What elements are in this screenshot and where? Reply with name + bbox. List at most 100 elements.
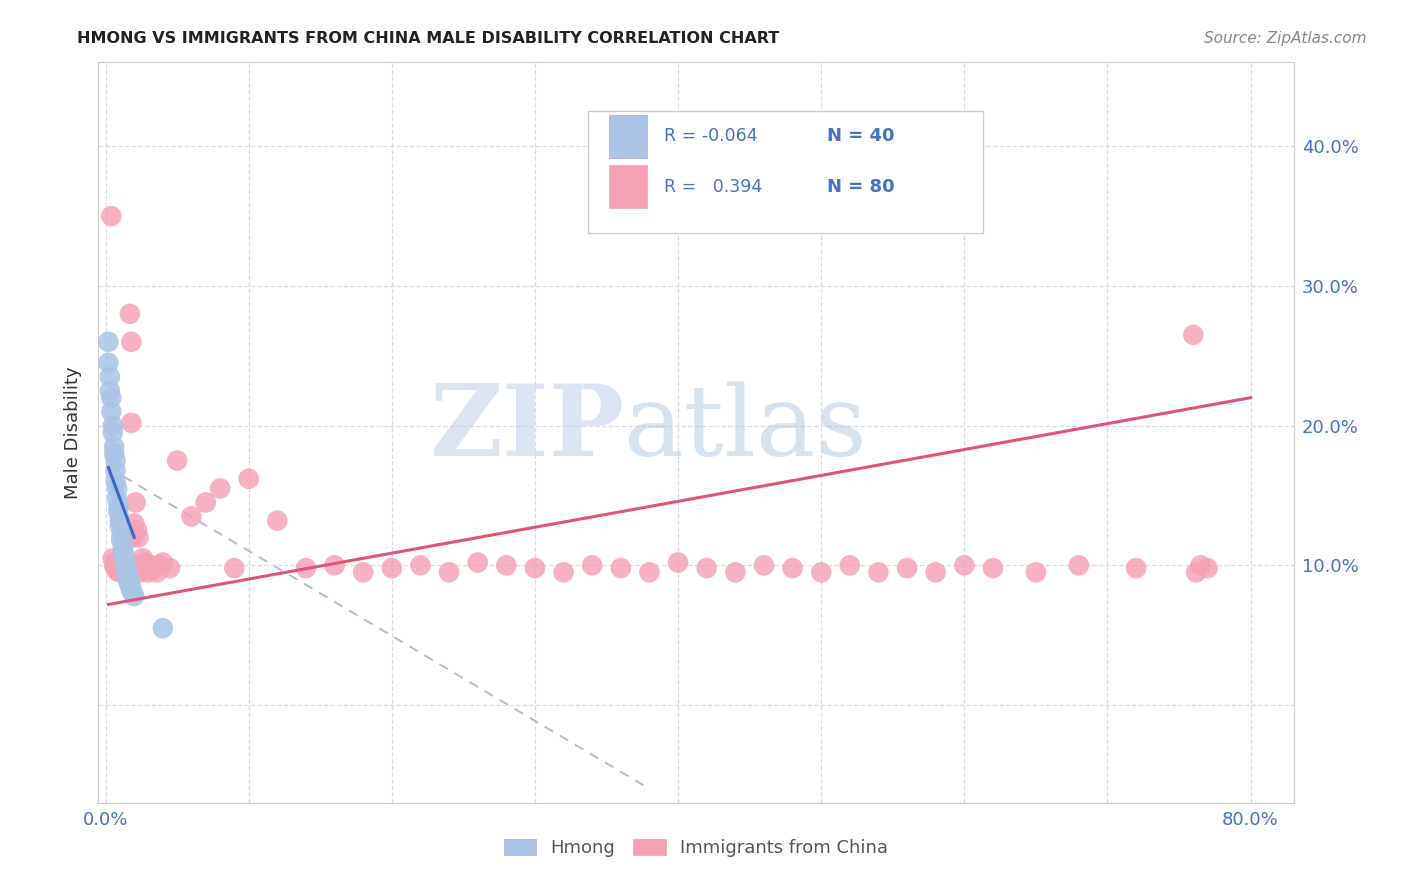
Point <box>141 558 163 573</box>
Point <box>101 551 124 566</box>
Point <box>98 384 121 398</box>
Point <box>114 561 136 575</box>
Point <box>117 572 139 586</box>
Point <box>105 491 128 506</box>
Point <box>581 558 603 573</box>
Point <box>467 556 489 570</box>
Point <box>122 558 145 573</box>
Point <box>752 558 775 573</box>
Point <box>104 556 127 570</box>
Point <box>115 566 138 580</box>
Text: R =   0.394: R = 0.394 <box>664 178 762 196</box>
Point <box>97 334 120 349</box>
FancyBboxPatch shape <box>589 111 983 233</box>
Point <box>121 586 143 600</box>
Point <box>122 589 145 603</box>
Point <box>1067 558 1090 573</box>
Point <box>111 561 134 575</box>
Text: N = 80: N = 80 <box>827 178 896 196</box>
Point <box>104 463 127 477</box>
Text: atlas: atlas <box>624 381 868 477</box>
Point <box>135 561 157 575</box>
Point <box>114 558 136 573</box>
Point <box>125 524 148 538</box>
Point <box>101 425 124 440</box>
Point <box>1185 566 1208 580</box>
Point <box>409 558 432 573</box>
Point <box>105 482 128 496</box>
Point <box>194 495 217 509</box>
Point <box>129 558 152 573</box>
Point <box>110 558 132 573</box>
Point <box>159 561 181 575</box>
Point <box>810 566 832 580</box>
Point <box>101 418 124 433</box>
Point <box>131 566 153 580</box>
Point <box>103 446 125 460</box>
Point <box>107 500 129 514</box>
Point <box>896 561 918 575</box>
Point <box>108 566 131 580</box>
Point <box>104 475 127 489</box>
Point <box>238 472 260 486</box>
Y-axis label: Male Disability: Male Disability <box>65 367 83 499</box>
Point <box>112 547 135 561</box>
Point <box>104 453 127 467</box>
Point <box>103 440 125 454</box>
Point <box>381 561 404 575</box>
Text: ZIP: ZIP <box>429 380 624 477</box>
Point <box>121 530 143 544</box>
Point <box>114 558 136 573</box>
Point <box>120 581 142 595</box>
Point <box>115 568 138 582</box>
Point <box>152 556 174 570</box>
Point <box>166 453 188 467</box>
Point <box>108 519 131 533</box>
Point <box>352 566 374 580</box>
Point <box>100 391 122 405</box>
Point <box>103 558 125 573</box>
Point <box>110 527 132 541</box>
Point <box>111 556 134 570</box>
Point <box>122 516 145 531</box>
Point <box>868 566 890 580</box>
Point <box>925 566 948 580</box>
Point <box>143 561 166 575</box>
Point <box>111 544 134 558</box>
Point <box>696 561 718 575</box>
FancyBboxPatch shape <box>609 165 647 209</box>
Point <box>118 579 141 593</box>
Point <box>112 566 135 580</box>
Point <box>610 561 633 575</box>
Point <box>115 566 138 580</box>
Point <box>782 561 804 575</box>
Point <box>553 566 575 580</box>
Point <box>118 561 141 575</box>
Point <box>117 558 139 573</box>
Text: Source: ZipAtlas.com: Source: ZipAtlas.com <box>1204 31 1367 46</box>
Point <box>724 566 747 580</box>
Point <box>118 307 141 321</box>
Point <box>266 514 288 528</box>
Point <box>138 566 160 580</box>
Point <box>128 530 150 544</box>
Point <box>981 561 1004 575</box>
Point <box>295 561 318 575</box>
Point <box>111 539 134 553</box>
Point <box>112 551 135 566</box>
Text: N = 40: N = 40 <box>827 128 896 145</box>
Point <box>114 556 136 570</box>
Point <box>117 569 139 583</box>
Point <box>118 576 141 591</box>
Point <box>108 556 131 570</box>
Point <box>115 556 138 570</box>
Point <box>666 556 689 570</box>
Point <box>124 495 146 509</box>
Point <box>152 621 174 635</box>
Point <box>112 551 135 566</box>
Point <box>108 514 131 528</box>
Point <box>100 405 122 419</box>
Point <box>146 566 169 580</box>
Point <box>120 334 142 349</box>
Point <box>117 575 139 590</box>
